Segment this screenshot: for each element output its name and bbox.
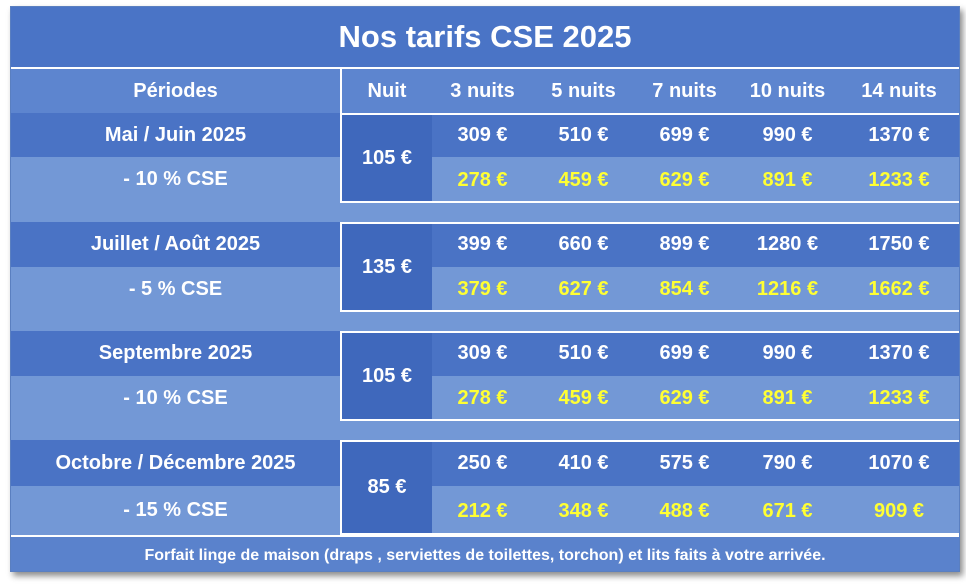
price-cell: 309 € <box>457 342 508 364</box>
cse-price-cell: 1233 € <box>868 169 930 191</box>
header-col: 7 nuits <box>652 79 717 102</box>
price-cell: 1280 € <box>756 233 819 255</box>
period-name: Mai / Juin 2025 <box>104 123 247 146</box>
price-cell: 660 € <box>558 233 609 255</box>
price-cell: 699 € <box>659 124 710 146</box>
cse-price-cell: 212 € <box>457 499 508 522</box>
price-cell: 990 € <box>762 124 813 146</box>
header-periodes: Périodes <box>133 79 218 102</box>
price-table-card: Nos tarifs CSE 2025 Périodes Nuit 3 nuit… <box>10 6 960 572</box>
header-col: 14 nuits <box>861 79 937 102</box>
discount-label: - 5 % CSE <box>128 278 223 300</box>
cse-price-cell: 278 € <box>457 387 508 409</box>
cse-price-cell: 1233 € <box>868 387 930 409</box>
header-col: 10 nuits <box>749 79 826 102</box>
nuit-price: 135 € <box>342 224 432 310</box>
nuit-price: 105 € <box>342 115 432 201</box>
price-cell: 399 € <box>457 233 508 255</box>
header-col: 3 nuits <box>450 79 515 102</box>
cse-price-cell: 278 € <box>457 169 508 191</box>
discount-row: - 5 % CSE <box>11 267 959 312</box>
spacer <box>11 421 959 440</box>
header-nuit: Nuit <box>367 79 407 102</box>
nuit-price: 85 € <box>342 442 432 533</box>
period-row: Mai / Juin 2025 <box>11 113 959 157</box>
period-name: Octobre / Décembre 2025 <box>55 451 296 474</box>
cse-price-cell: 488 € <box>659 499 710 522</box>
cse-price-cell: 459 € <box>558 169 609 191</box>
price-cell: 790 € <box>762 452 813 474</box>
price-cell: 309 € <box>457 124 508 146</box>
discount-label: - 10 % CSE <box>123 168 228 190</box>
period-name: Juillet / Août 2025 <box>90 233 261 255</box>
cse-price-cell: 671 € <box>762 499 813 522</box>
price-cell: 1370 € <box>868 124 930 146</box>
price-box <box>340 331 959 421</box>
cse-price-cell: 459 € <box>558 387 609 409</box>
cse-price-cell: 629 € <box>659 387 710 409</box>
page-title: Nos tarifs CSE 2025 <box>11 7 959 69</box>
price-cell: 1070 € <box>868 452 930 474</box>
cse-price-cell: 379 € <box>457 278 508 300</box>
header-col: 5 nuits <box>551 79 616 102</box>
price-cell: 1750 € <box>868 233 930 255</box>
header-divider <box>340 67 342 113</box>
price-cell: 899 € <box>659 233 710 255</box>
nuit-price: 105 € <box>342 333 432 419</box>
price-box <box>340 113 959 203</box>
discount-row: - 10 % CSE <box>11 376 959 421</box>
price-cell: 410 € <box>558 452 609 474</box>
spacer <box>11 202 959 222</box>
cse-price-cell: 348 € <box>558 499 609 522</box>
price-cell: 1370 € <box>868 342 930 364</box>
discount-label: - 10 % CSE <box>123 387 228 409</box>
price-cell: 575 € <box>659 452 710 474</box>
cse-price-cell: 1216 € <box>756 278 819 300</box>
cse-price-cell: 891 € <box>762 169 813 191</box>
price-cell: 699 € <box>659 342 710 364</box>
discount-label: - 15 % CSE <box>123 499 228 521</box>
price-cell: 990 € <box>762 342 813 364</box>
period-name: Septembre 2025 <box>98 342 253 364</box>
price-box <box>340 440 959 535</box>
spacer <box>11 312 959 331</box>
discount-row: - 15 % CSE <box>11 486 959 535</box>
cse-price-cell: 627 € <box>558 278 609 300</box>
cse-price-cell: 629 € <box>659 169 710 191</box>
cse-price-cell: 854 € <box>659 278 710 300</box>
price-cell: 510 € <box>558 124 609 146</box>
cse-price-cell: 909 € <box>873 499 925 522</box>
discount-row: - 10 % CSE <box>11 157 959 202</box>
period-row: Septembre 2025 <box>11 331 959 376</box>
cse-price-cell: 891 € <box>762 387 813 409</box>
price-box <box>340 222 959 312</box>
footer-note: Forfait linge de maison (draps , serviet… <box>11 535 959 571</box>
price-cell: 510 € <box>558 342 609 364</box>
period-row: Octobre / Décembre 2025 <box>11 440 959 486</box>
period-row: Juillet / Août 2025 <box>11 222 959 267</box>
cse-price-cell: 1662 € <box>868 278 930 300</box>
header-row: Périodes Nuit 3 nuits 5 nuits 7 nuits 10… <box>11 69 959 113</box>
price-cell: 250 € <box>457 452 508 474</box>
